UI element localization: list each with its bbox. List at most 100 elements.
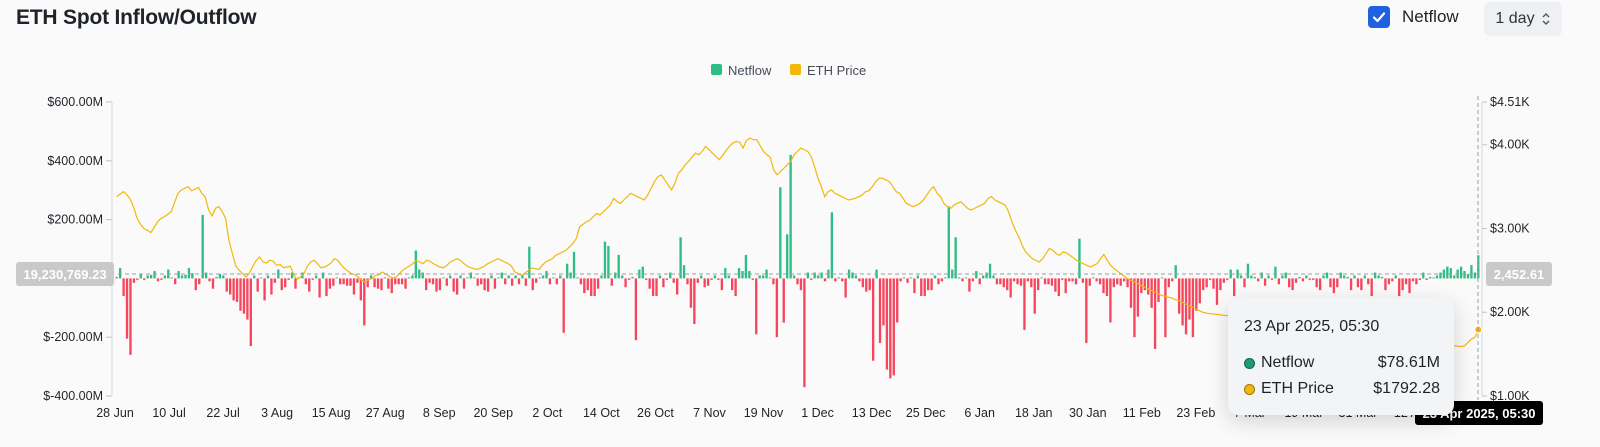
netflow-bar — [290, 272, 294, 279]
netflow-bar — [672, 278, 675, 283]
x-tick-label: 11 Feb — [1123, 406, 1161, 420]
netflow-bar — [823, 278, 827, 282]
netflow-bar — [1074, 278, 1078, 285]
netflow-bar — [1367, 278, 1370, 285]
netflow-bar — [947, 206, 950, 279]
netflow-bar — [229, 278, 232, 295]
netflow-bar — [184, 274, 187, 279]
netflow-bar — [992, 275, 995, 279]
tooltip-price-label: ETH Price — [1261, 380, 1334, 397]
netflow-bar — [349, 278, 352, 286]
netflow-bar — [741, 271, 744, 279]
netflow-bar — [834, 278, 837, 282]
netflow-bar — [366, 278, 369, 288]
netflow-bar — [1473, 272, 1477, 279]
netflow-bar — [555, 278, 558, 285]
netflow-bar — [896, 278, 899, 323]
netflow-bar — [1088, 278, 1091, 286]
netflow-bar — [868, 278, 871, 291]
netflow-bar — [480, 278, 483, 285]
netflow-bar — [235, 278, 239, 302]
netflow-bar — [779, 187, 782, 279]
netflow-bar — [1435, 275, 1439, 279]
netflow-bar — [923, 278, 926, 297]
netflow-bar — [466, 277, 469, 279]
netflow-bar — [871, 278, 875, 361]
interval-select[interactable]: 1 day — [1484, 2, 1562, 36]
netflow-bar — [1129, 278, 1133, 308]
netflow-bar — [755, 278, 758, 335]
y-right-tick-label: $3.00K — [1490, 221, 1530, 235]
netflow-bar — [813, 272, 816, 279]
netflow-bar — [1398, 278, 1401, 297]
netflow-bar — [926, 278, 930, 291]
netflow-bar — [1095, 278, 1098, 282]
netflow-bar — [758, 275, 761, 279]
netflow-bar — [263, 278, 266, 301]
netflow-bar — [772, 278, 775, 285]
netflow-bar — [1250, 275, 1253, 279]
netflow-bar — [1174, 265, 1177, 279]
netflow-bar — [957, 277, 961, 279]
netflow-bar — [1136, 278, 1140, 317]
netflow-bar — [1294, 278, 1298, 283]
netflow-bar — [1377, 275, 1380, 279]
netflow-bar — [1016, 278, 1019, 285]
tooltip-netflow-dot — [1244, 357, 1255, 369]
netflow-bar — [129, 278, 132, 355]
netflow-bar — [339, 278, 342, 285]
netflow-bar — [1315, 278, 1318, 288]
netflow-bar — [865, 278, 868, 292]
netflow-bar — [308, 278, 311, 292]
legend-netflow-swatch — [711, 64, 722, 75]
netflow-bar — [246, 278, 249, 320]
netflow-bar — [266, 275, 270, 279]
x-tick-label: 27 Aug — [366, 406, 405, 420]
netflow-toggle[interactable]: Netflow — [1368, 6, 1459, 28]
netflow-bar — [1236, 269, 1239, 279]
netflow-bar — [314, 275, 318, 279]
netflow-bar — [531, 278, 534, 291]
netflow-bar — [535, 278, 538, 283]
tooltip-netflow-value: $78.61M — [1377, 354, 1440, 371]
netflow-bar — [590, 278, 593, 297]
netflow-bar — [490, 275, 493, 279]
netflow-bar — [645, 278, 648, 280]
netflow-bar — [999, 278, 1002, 285]
netflow-bar — [239, 278, 242, 311]
netflow-bar — [675, 278, 679, 295]
netflow-bar — [483, 278, 486, 291]
netflow-bar — [655, 278, 658, 297]
netflow-bar — [369, 275, 373, 279]
netflow-checkbox[interactable] — [1368, 6, 1390, 28]
netflow-bar — [1092, 277, 1095, 279]
netflow-bar — [1370, 278, 1373, 297]
netflow-bar — [118, 268, 122, 279]
x-tick-label: 26 Oct — [637, 406, 674, 420]
y-right-tick-label: $2.00K — [1490, 305, 1530, 319]
netflow-bar — [782, 278, 785, 323]
netflow-bar — [607, 246, 610, 279]
netflow-bar — [383, 277, 387, 279]
netflow-bar — [1226, 278, 1229, 280]
netflow-bar — [744, 254, 748, 279]
netflow-bar — [1439, 272, 1442, 279]
netflow-bar — [335, 277, 338, 279]
netflow-bar — [858, 278, 861, 282]
netflow-bar — [1050, 278, 1054, 286]
netflow-bar — [411, 275, 414, 279]
netflow-bar — [892, 278, 895, 376]
legend-price-swatch — [790, 64, 801, 75]
netflow-bar — [631, 276, 634, 279]
netflow-bar — [724, 268, 727, 279]
netflow-bar — [1432, 277, 1435, 279]
netflow-bar — [1387, 278, 1391, 285]
netflow-bar — [700, 275, 703, 279]
netflow-bar — [799, 278, 803, 291]
netflow-bar — [878, 278, 882, 344]
tooltip-price-row: ETH Price $1792.28 — [1244, 380, 1440, 398]
netflow-bar — [545, 271, 548, 279]
netflow-bar — [438, 278, 442, 291]
netflow-bar — [356, 278, 359, 283]
